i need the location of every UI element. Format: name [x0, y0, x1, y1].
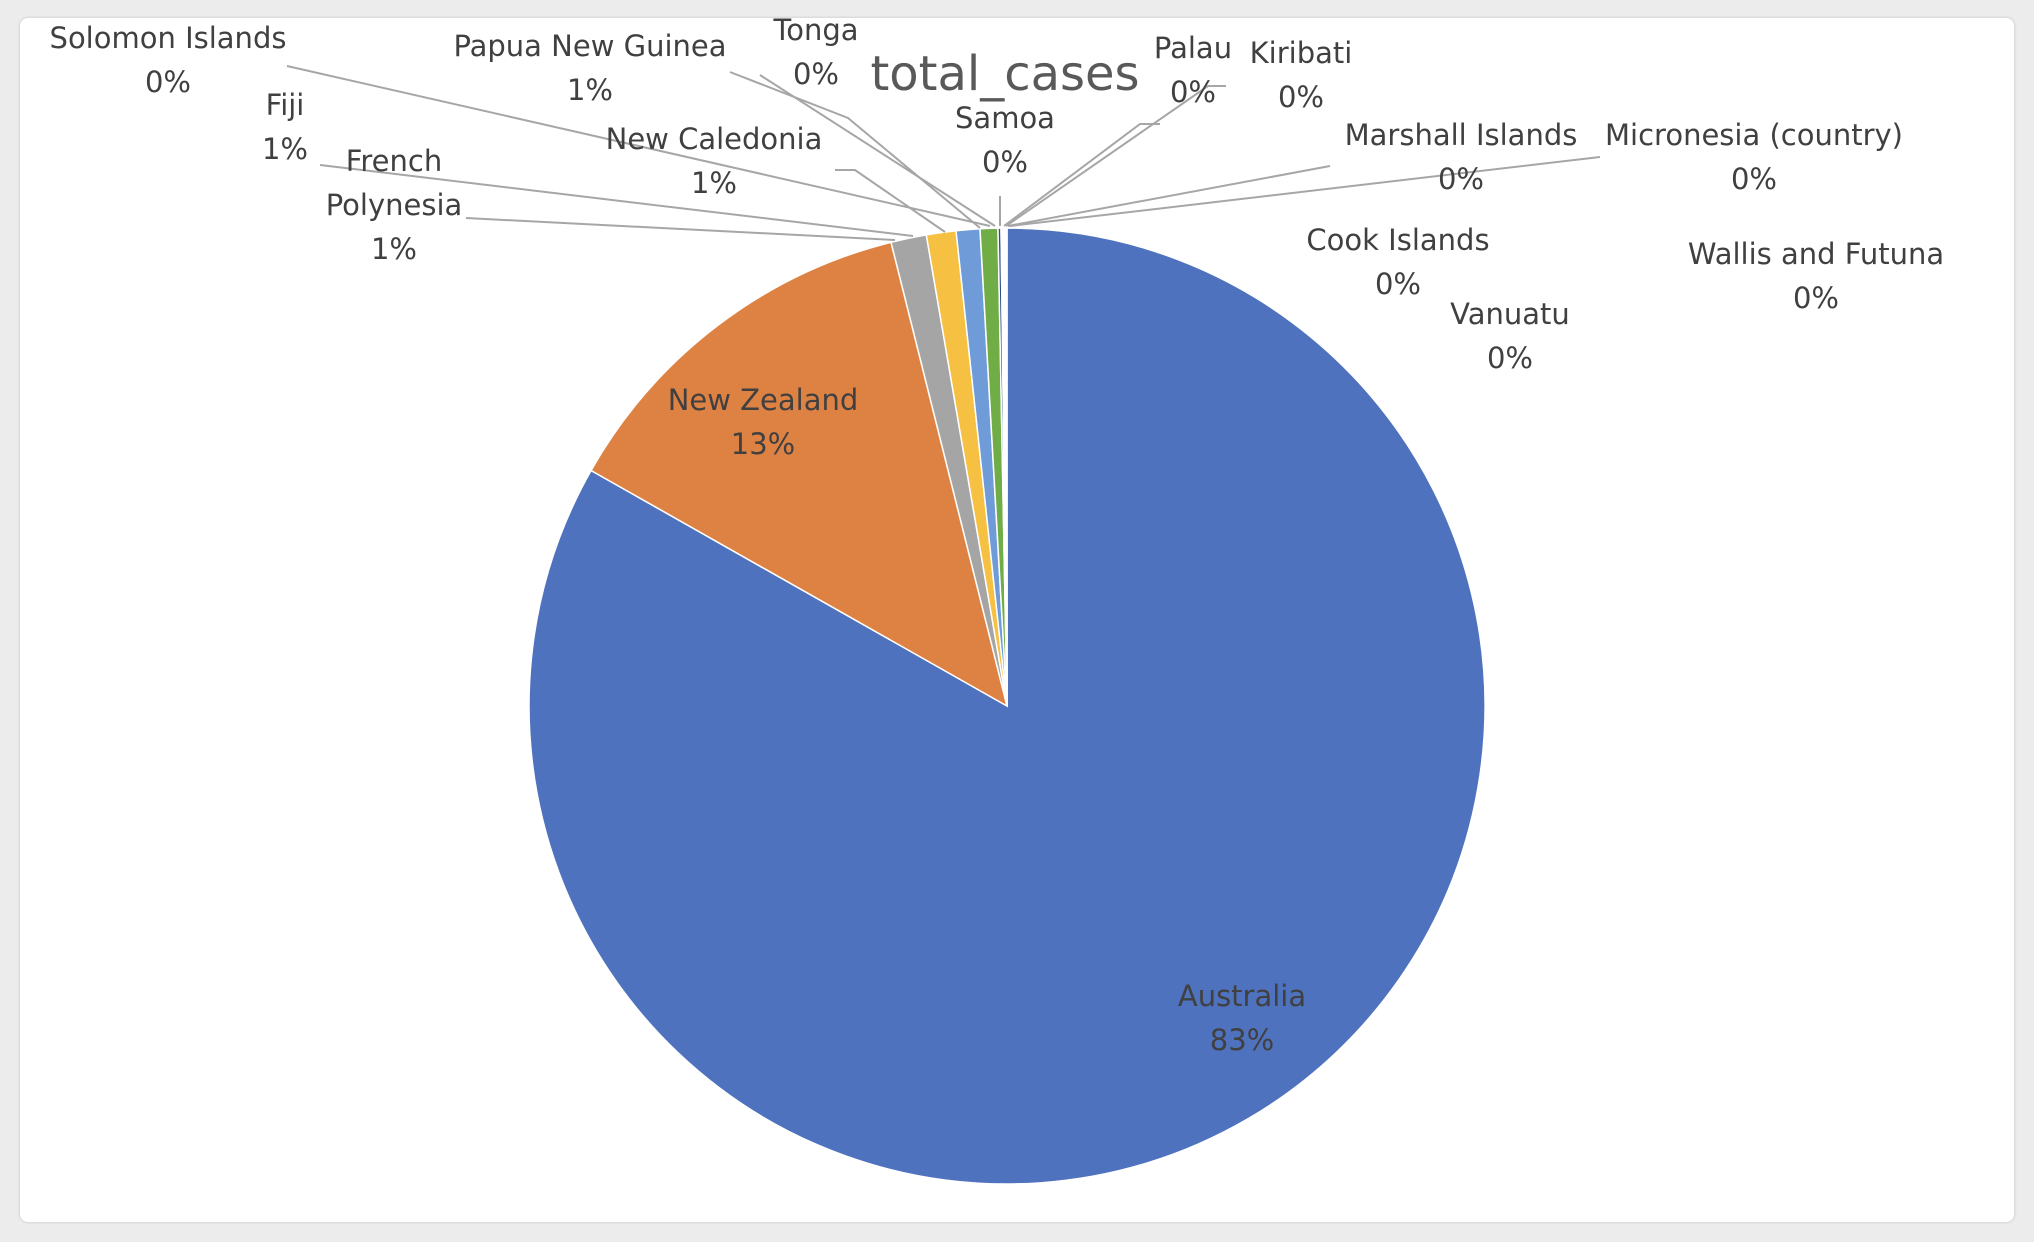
pct-label-micronesia-country: 0%	[1731, 162, 1777, 196]
name-label-vanuatu: Vanuatu	[1450, 297, 1570, 331]
slice-new-zealand	[590, 241, 1009, 708]
pct-label-solomon-islands: 0%	[145, 65, 191, 99]
name-label-fiji: Fiji	[266, 88, 305, 122]
name-label-samoa: Samoa	[955, 101, 1055, 135]
chart-title: total_cases	[870, 46, 1139, 102]
name-label-marshall-islands: Marshall Islands	[1345, 118, 1578, 152]
pie-slices	[528, 227, 1486, 1185]
pct-label-kiribati: 0%	[1278, 80, 1324, 114]
name-label-cook-islands: Cook Islands	[1306, 223, 1489, 257]
pct-label-papua-new-guinea: 1%	[567, 73, 613, 107]
name-label-kiribati: Kiribati	[1250, 36, 1353, 70]
pct-label-new-caledonia: 1%	[691, 166, 737, 200]
name-label-micronesia-country: Micronesia (country)	[1605, 118, 1903, 152]
name-label-wallis-and-futuna: Wallis and Futuna	[1688, 237, 1944, 271]
pct-label-marshall-islands: 0%	[1438, 162, 1484, 196]
leader-line-new-caledonia	[835, 169, 946, 233]
name-label-new-caledonia: New Caledonia	[606, 122, 823, 156]
leader-line-micronesia-country	[1009, 156, 1601, 227]
pct-label-samoa: 0%	[982, 145, 1028, 179]
name-label-palau: Palau	[1154, 31, 1232, 65]
leader-line-solomon-islands	[286, 65, 991, 227]
leader-line-tonga	[759, 74, 996, 227]
name-label-tonga: Tonga	[772, 13, 858, 47]
pct-label-cook-islands: 0%	[1375, 267, 1421, 301]
pct-label-new-zealand: 13%	[731, 427, 795, 461]
pct-label-palau: 0%	[1170, 75, 1216, 109]
pct-label-australia: 83%	[1210, 1023, 1274, 1057]
data-labels: Australia 83% New Zealand 13% French Polynesi…	[50, 13, 1945, 1057]
name-label-papua-new-guinea: Papua New Guinea	[453, 29, 726, 63]
pct-label-vanuatu: 0%	[1487, 341, 1533, 375]
leader-line-kiribati	[1005, 85, 1226, 227]
leader-lines	[286, 65, 1601, 241]
name-label-australia: Australia	[1178, 979, 1306, 1013]
pct-label-wallis-and-futuna: 0%	[1793, 281, 1839, 315]
leader-line-marshall-islands	[1007, 165, 1331, 227]
name-label-solomon-islands: Solomon Islands	[50, 21, 287, 55]
leader-line-papua-new-guinea	[729, 71, 981, 229]
name-label-french-polynesia: French	[346, 144, 442, 178]
leader-line-fiji	[319, 164, 914, 237]
leader-line-french-polynesia	[465, 217, 896, 241]
pct-label-french-polynesia: 1%	[371, 232, 417, 266]
pct-label-tonga: 0%	[793, 57, 839, 91]
pct-label-fiji: 1%	[262, 132, 308, 166]
name-label-new-zealand: New Zealand	[668, 383, 859, 417]
name-label-french-polynesia: Polynesia	[326, 188, 463, 222]
